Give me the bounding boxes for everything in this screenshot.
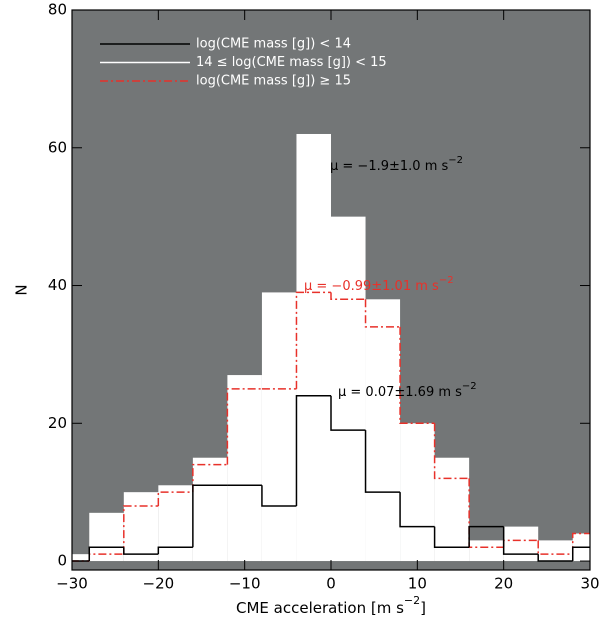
- plot-area: [72, 133, 590, 562]
- annotation-text: μ = −0.99±1.01 m s: [304, 279, 439, 294]
- histogram-step: [330, 292, 366, 301]
- histogram-bar: [227, 375, 262, 562]
- histogram-step: [399, 492, 435, 528]
- histogram-step: [537, 540, 573, 555]
- histogram-step: [192, 463, 228, 493]
- y-axis-label: N: [13, 284, 31, 295]
- histogram-step: [433, 423, 470, 480]
- histogram-bar: [261, 292, 297, 562]
- legend-label: 14 ≤ log(CME mass [g]) < 15: [196, 55, 387, 70]
- x-label-sup: −2: [404, 594, 420, 607]
- annotation-text: μ = −1.9±1.0 m s: [330, 159, 448, 174]
- histogram-step: [295, 394, 331, 506]
- histogram-step: [468, 525, 504, 548]
- histogram-bar: [192, 457, 228, 562]
- histogram-bar: [89, 512, 124, 562]
- annotation-sup: −2: [448, 155, 463, 166]
- histogram-step: [123, 547, 159, 555]
- histogram-step: [192, 484, 228, 548]
- histogram-step: [571, 546, 590, 562]
- annotation: μ = −1.9±1.0 m s−2: [330, 155, 463, 174]
- x-label-after: ]: [420, 599, 426, 617]
- legend-label: log(CME mass [g]) < 14: [196, 37, 351, 52]
- histogram-bar: [400, 423, 435, 562]
- histogram-step: [364, 430, 401, 493]
- y-tick-label: 40: [48, 276, 67, 294]
- histogram-bar: [538, 540, 573, 562]
- histogram-step: [295, 291, 331, 389]
- histogram-step: [364, 299, 401, 328]
- histogram-bar: [469, 540, 504, 562]
- histogram-step: [88, 546, 124, 562]
- histogram-step: [399, 326, 435, 425]
- histogram-bar: [365, 299, 401, 562]
- histogram-bar: [296, 133, 331, 562]
- histogram-step: [226, 388, 262, 465]
- histogram-bar: [158, 485, 193, 562]
- annotation: μ = −0.99±1.01 m s−2: [304, 275, 454, 294]
- histogram-step: [537, 554, 573, 562]
- legend-label: log(CME mass [g]) ≥ 15: [196, 74, 351, 89]
- histogram-step: [157, 546, 193, 555]
- histogram-step: [433, 526, 470, 549]
- histogram-step: [502, 526, 539, 555]
- x-tick-label: 0: [326, 575, 336, 593]
- x-tick-label: −30: [56, 575, 88, 593]
- annotation-sup: −2: [439, 275, 454, 286]
- histogram-bar: [331, 216, 366, 562]
- annotation-sup: −2: [462, 381, 477, 392]
- x-axis-label: CME acceleration [m s−2]: [236, 594, 426, 617]
- histogram-step: [330, 395, 366, 431]
- histogram-bar: [503, 526, 539, 562]
- histogram-step: [123, 505, 159, 555]
- x-tick-label: 20: [494, 575, 513, 593]
- histogram-step: [157, 491, 193, 506]
- y-tick-label: 60: [48, 138, 67, 156]
- x-tick-label: 30: [580, 575, 599, 593]
- y-tick-label: 0: [57, 552, 67, 570]
- x-label-text: CME acceleration [m s: [236, 599, 404, 617]
- x-tick-label: 10: [408, 575, 427, 593]
- x-tick-label: −10: [229, 575, 261, 593]
- annotation: μ = 0.07±1.69 m s−2: [338, 381, 477, 400]
- histogram-bar: [434, 457, 470, 562]
- y-tick-label: 80: [48, 1, 67, 19]
- x-tick-label: −20: [143, 575, 175, 593]
- y-tick-label: 20: [48, 414, 67, 432]
- annotation-text: μ = 0.07±1.69 m s: [338, 385, 462, 400]
- histogram-step: [261, 485, 297, 507]
- histogram-bar: [123, 492, 159, 562]
- histogram-bar: [72, 554, 90, 562]
